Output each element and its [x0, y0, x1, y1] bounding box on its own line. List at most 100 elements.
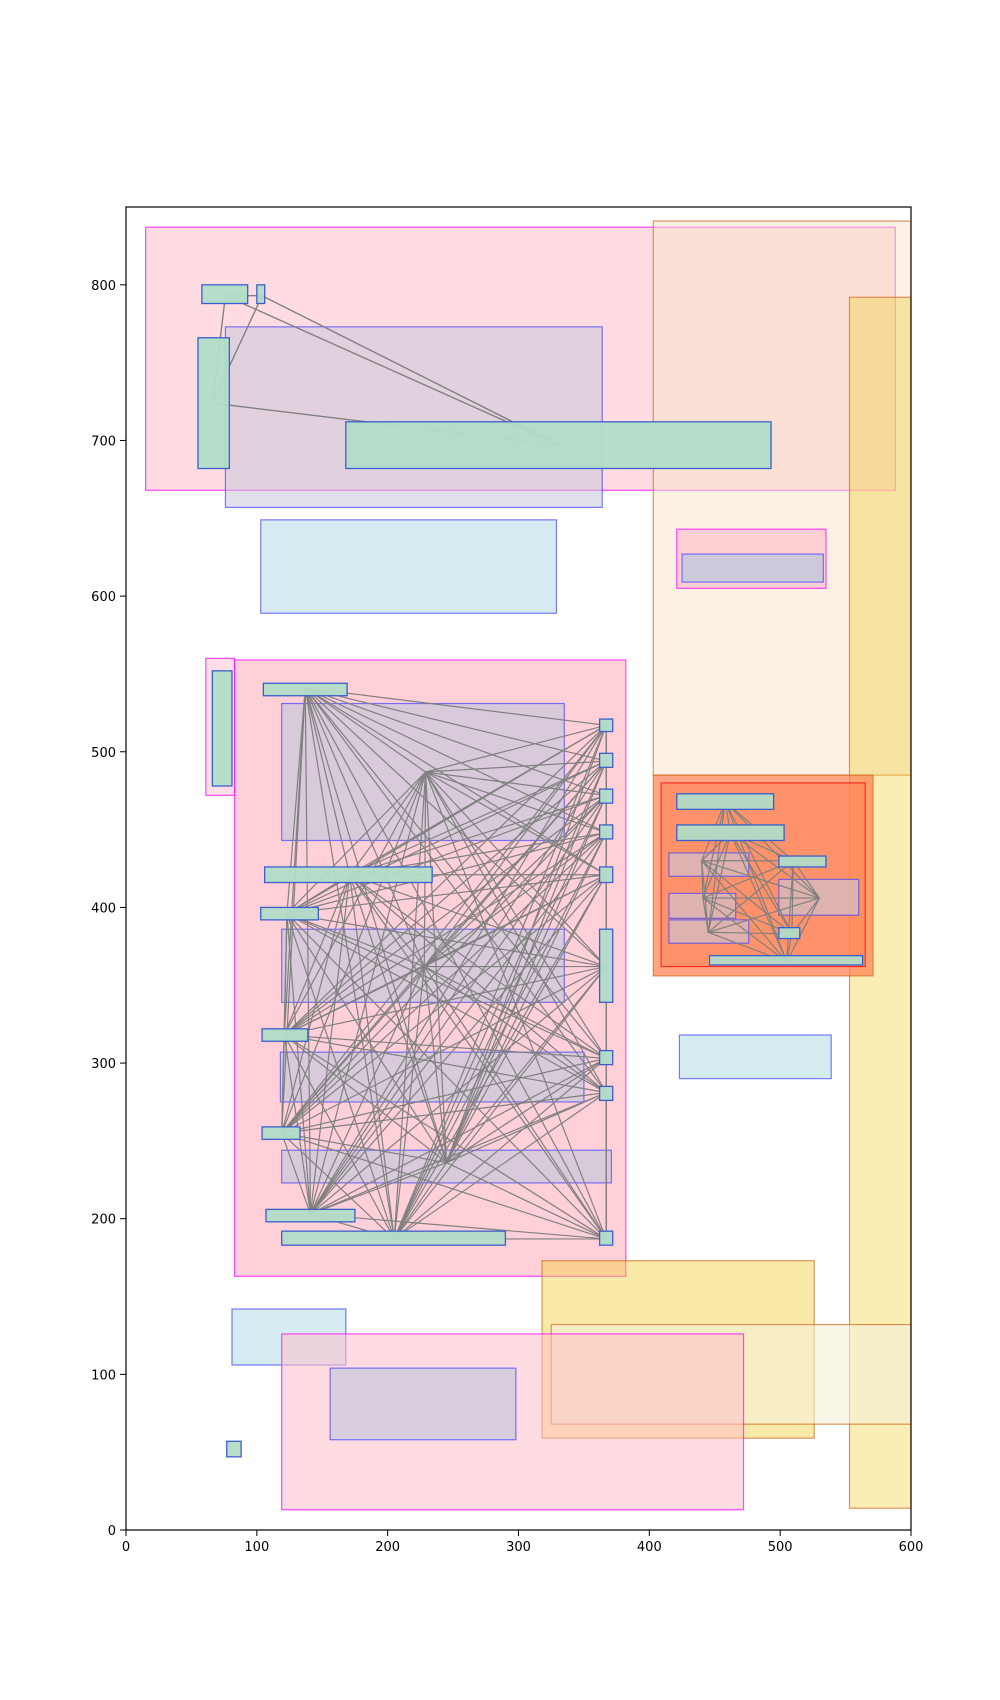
cluster-edge-28 — [425, 771, 607, 796]
y-tick-label-5: 500 — [91, 746, 116, 761]
y-tick-label-4: 400 — [91, 901, 116, 916]
node-box-18 — [265, 1208, 356, 1223]
cluster-edge-83 — [281, 1132, 447, 1164]
cluster-edge-20 — [283, 771, 427, 1036]
cluster-edge-18 — [349, 771, 427, 876]
cluster-edge-53 — [286, 913, 312, 1215]
cluster-edge-97 — [309, 760, 607, 1215]
cluster-edge-55 — [286, 913, 425, 968]
node-box-5 — [262, 682, 348, 697]
cluster-edge-26 — [425, 724, 607, 773]
cluster-edge-99 — [310, 832, 607, 1215]
cluster-edge-13 — [304, 687, 607, 876]
x-tick-label-1: 100 — [244, 1540, 269, 1555]
cluster-edge-8 — [304, 687, 448, 1163]
cluster-edge-113 — [393, 1057, 607, 1240]
cluster-edge-110 — [393, 832, 607, 1240]
small-cluster-edge-21 — [702, 897, 709, 933]
cluster-edge-118 — [423, 760, 607, 967]
cluster-edge-123 — [424, 966, 607, 1059]
node-box-0 — [201, 284, 249, 305]
small-cluster-edge-29 — [708, 931, 792, 935]
axes-layer: 0 100 200 300 400 500 600 0 100 200 300 400 500 600 70… — [91, 206, 924, 1555]
node-box-6 — [598, 718, 614, 733]
cluster-edge-81 — [281, 1132, 395, 1240]
cluster-edge-133 — [446, 1092, 607, 1164]
cluster-edge-9 — [305, 687, 607, 726]
node-box-4 — [211, 670, 233, 787]
region-box-19 — [678, 1034, 832, 1080]
y-tick-label-6: 600 — [91, 590, 116, 605]
cluster-edge-112 — [393, 966, 607, 1240]
cluster-edge-103 — [310, 1092, 607, 1215]
y-tick-label-3: 300 — [91, 1057, 116, 1072]
y-tick-label-8: 800 — [91, 279, 116, 294]
edge-line-3 — [225, 295, 560, 446]
cluster-edge-40 — [349, 874, 425, 967]
cluster-edge-50 — [349, 874, 607, 1240]
region-box-4 — [260, 519, 558, 614]
cluster-edge-92 — [281, 1132, 607, 1240]
cluster-edge-25 — [425, 771, 448, 1163]
cluster-edge-89 — [281, 966, 607, 1134]
small-cluster-edge-11 — [729, 832, 788, 963]
cluster-edge-132 — [446, 1057, 607, 1164]
cluster-edge-78 — [284, 1034, 607, 1094]
small-cluster-edge-28 — [707, 860, 794, 933]
cluster-edge-107 — [393, 725, 607, 1240]
cluster-edge-73 — [283, 794, 607, 1036]
cluster-edge-62 — [286, 913, 607, 968]
node-box-26 — [226, 1440, 242, 1458]
cluster-edge-59 — [286, 794, 607, 915]
x-tick-label-6: 600 — [899, 1540, 924, 1555]
region-box-1 — [652, 220, 911, 776]
cluster-edge-31 — [425, 771, 607, 967]
cluster-edge-84 — [281, 724, 607, 1134]
cluster-edge-32 — [425, 771, 607, 1059]
cluster-edge-119 — [423, 794, 607, 967]
cluster-edge-70 — [283, 1034, 447, 1164]
cluster-edge-91 — [281, 1092, 607, 1134]
small-cluster-edge-27 — [708, 897, 820, 933]
small-cluster-edge-14 — [729, 832, 793, 935]
small-cluster-edge-18 — [701, 860, 820, 899]
cluster-edge-128 — [445, 795, 607, 1163]
cluster-edge-17 — [304, 687, 607, 1240]
cluster-edge-96 — [309, 724, 607, 1215]
cluster-edge-16 — [304, 687, 607, 1093]
node-box-20 — [598, 1230, 614, 1246]
cluster-edge-120 — [423, 832, 607, 968]
region-box-9 — [281, 702, 565, 842]
cluster-edge-124 — [423, 966, 607, 1094]
cluster-edge-134 — [446, 1162, 607, 1240]
edge-line-4 — [261, 295, 560, 446]
cluster-edge-129 — [446, 832, 607, 1163]
cluster-edge-121 — [424, 874, 607, 968]
cluster-edge-71 — [283, 724, 607, 1036]
node-box-16 — [598, 1085, 614, 1102]
cluster-edge-58 — [286, 760, 607, 915]
cluster-edge-101 — [310, 966, 607, 1215]
node-box-21 — [676, 793, 775, 811]
cluster-edge-104 — [310, 1213, 607, 1240]
node-box-14 — [261, 1028, 309, 1042]
x-tick-label-5: 500 — [768, 1540, 793, 1555]
cluster-edge-66 — [281, 1035, 285, 1134]
cluster-edge-15 — [304, 687, 607, 1059]
node-box-11 — [598, 866, 614, 884]
x-tick-label-2: 200 — [375, 1540, 400, 1555]
cluster-edge-76 — [284, 965, 607, 1036]
cluster-edge-86 — [281, 794, 607, 1134]
small-cluster-edge-2 — [702, 801, 726, 899]
node-box-17 — [261, 1126, 301, 1140]
small-cluster-edge-5 — [724, 801, 820, 899]
cluster-edge-33 — [425, 771, 607, 1093]
cluster-edge-130 — [446, 874, 607, 1163]
node-box-2 — [197, 337, 231, 470]
cluster-edge-108 — [393, 760, 607, 1240]
cluster-edge-80 — [281, 1132, 312, 1215]
node-box-3 — [345, 421, 772, 470]
x-tick-label-0: 0 — [122, 1540, 130, 1555]
cluster-edge-127 — [445, 760, 607, 1163]
